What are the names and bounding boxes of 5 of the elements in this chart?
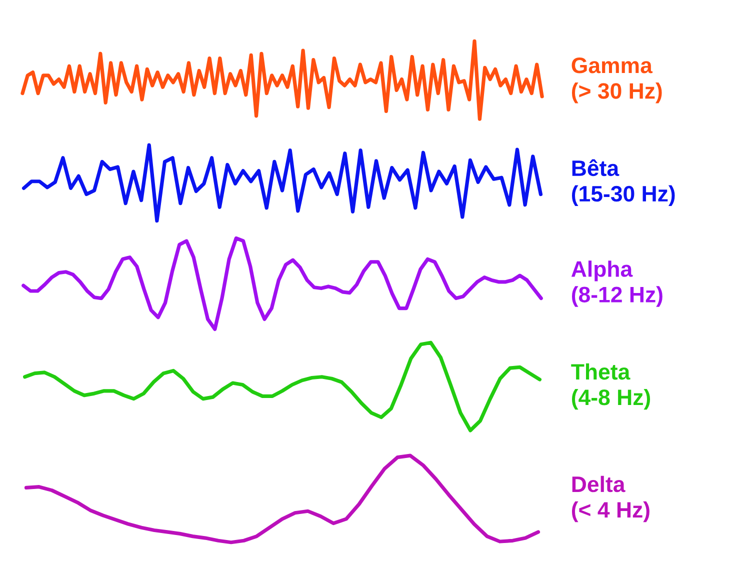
- series-label: Alpha (8-12 Hz): [571, 260, 662, 307]
- series-label: Bêta (15-30 Hz): [572, 159, 675, 206]
- series-label: Theta (4-8 Hz): [571, 363, 650, 410]
- series-label: Delta (< 4 Hz): [572, 476, 650, 522]
- series-label: Gamma (> 30 Hz): [572, 58, 662, 104]
